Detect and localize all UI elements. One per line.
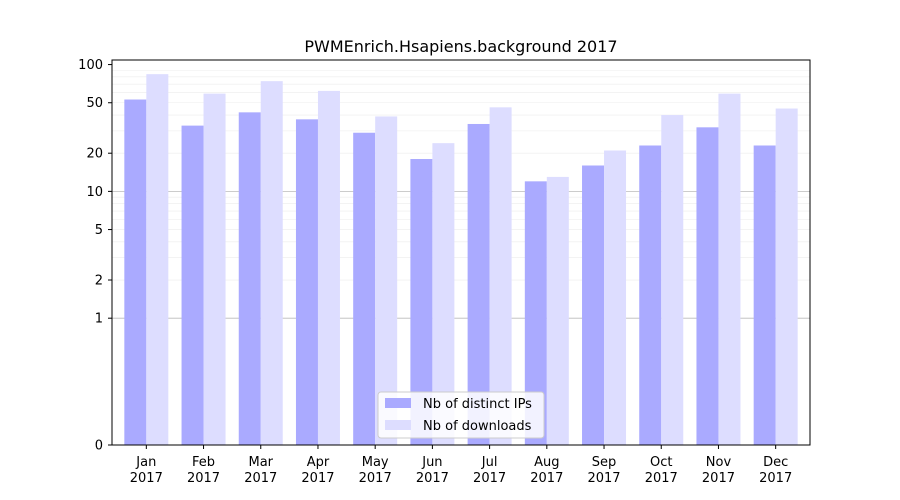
y-tick-label: 2 bbox=[95, 274, 103, 289]
x-tick-label-may: May 2017 bbox=[359, 455, 392, 486]
bar-nb-of-distinct-ips-jan bbox=[124, 99, 147, 445]
y-tick-label: 5 bbox=[95, 223, 103, 238]
bar-nb-of-downloads-mar bbox=[260, 81, 283, 445]
bar-nb-of-distinct-ips-oct bbox=[639, 145, 662, 445]
x-tick-label-oct: Oct 2017 bbox=[645, 455, 678, 486]
bar-nb-of-downloads-jan bbox=[146, 74, 169, 445]
bar-nb-of-downloads-nov bbox=[718, 93, 741, 445]
bar-nb-of-downloads-sep bbox=[604, 150, 627, 445]
x-axis: Jan 2017 Feb 2017 Mar 2017 Apr 2017 May 2017 Jun 20… bbox=[130, 445, 792, 486]
x-tick-label-mar: Mar 2017 bbox=[244, 455, 277, 486]
bar-nb-of-downloads-apr bbox=[317, 90, 340, 445]
x-tick-label-jul: Jul 2017 bbox=[473, 455, 506, 486]
legend-label-downloads: Nb of downloads bbox=[423, 419, 532, 434]
y-tick-label: 100 bbox=[78, 58, 103, 73]
y-tick-label: 1 bbox=[95, 312, 103, 327]
bar-nb-of-distinct-ips-mar bbox=[238, 112, 261, 445]
legend-label-distinct-ips: Nb of distinct IPs bbox=[423, 397, 532, 412]
x-tick-label-jan: Jan 2017 bbox=[130, 455, 163, 486]
y-tick-label: 10 bbox=[86, 185, 103, 200]
legend-frame bbox=[377, 391, 545, 439]
y-tick-label: 50 bbox=[86, 96, 103, 111]
y-axis: 0 1 2 5 10 20 50 100 bbox=[78, 58, 112, 454]
x-tick-label-sep: Sep 2017 bbox=[587, 455, 620, 486]
bar-nb-of-distinct-ips-may bbox=[353, 132, 376, 445]
grid bbox=[112, 70, 810, 319]
bar-nb-of-downloads-aug bbox=[546, 176, 569, 445]
legend: Nb of distinct IPs Nb of downloads bbox=[377, 391, 545, 439]
x-tick-label-aug: Aug 2017 bbox=[530, 455, 563, 486]
bar-nb-of-distinct-ips-aug bbox=[524, 181, 547, 446]
chart-title: PWMEnrich.Hsapiens.background 2017 bbox=[304, 37, 617, 56]
bar-nb-of-distinct-ips-jun bbox=[410, 159, 433, 445]
bar-nb-of-downloads-dec bbox=[775, 108, 798, 445]
bar-nb-of-downloads-jul bbox=[489, 107, 512, 446]
x-tick-label-dec: Dec 2017 bbox=[759, 455, 792, 486]
bar-nb-of-downloads-oct bbox=[661, 115, 684, 445]
legend-swatch-distinct-ips bbox=[385, 398, 411, 408]
bar-nb-of-downloads-jun bbox=[432, 143, 455, 445]
x-tick-label-feb: Feb 2017 bbox=[187, 455, 220, 486]
bar-nb-of-distinct-ips-feb bbox=[181, 125, 204, 445]
bar-nb-of-downloads-may bbox=[375, 116, 398, 445]
y-tick-label: 0 bbox=[95, 439, 103, 454]
x-tick-label-jun: Jun 2017 bbox=[416, 455, 449, 486]
bar-nb-of-distinct-ips-nov bbox=[696, 127, 719, 446]
bar-nb-of-distinct-ips-jul bbox=[467, 123, 490, 445]
x-tick-label-nov: Nov 2017 bbox=[702, 455, 735, 486]
bar-nb-of-distinct-ips-apr bbox=[295, 119, 318, 446]
x-tick-label-apr: Apr 2017 bbox=[301, 455, 334, 486]
legend-swatch-downloads bbox=[385, 420, 411, 430]
y-tick-label: 20 bbox=[86, 147, 103, 162]
bar-nb-of-downloads-feb bbox=[203, 93, 226, 445]
bars bbox=[124, 74, 798, 446]
bar-nb-of-distinct-ips-sep bbox=[582, 165, 605, 445]
bar-nb-of-distinct-ips-dec bbox=[753, 145, 776, 445]
plot-area-frame bbox=[111, 59, 811, 446]
